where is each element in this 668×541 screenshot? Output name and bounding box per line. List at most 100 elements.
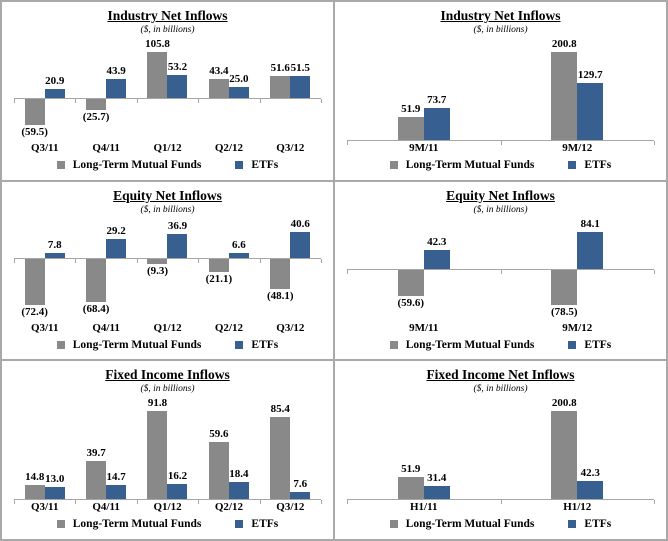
bar-group: 39.7 14.7 (75, 395, 136, 500)
axis-tick (198, 500, 200, 505)
etf-bar (577, 231, 604, 269)
category-label: Q2/12 (214, 501, 243, 514)
value-label: 13.0 (45, 472, 65, 485)
legend-swatch-mutual-funds (389, 340, 398, 349)
panel-industry-quarterly: Industry Net Inflows ($, in billions) (5… (2, 2, 333, 180)
legend-swatch-etfs (235, 340, 244, 349)
etf-bar (290, 492, 311, 500)
value-label: (68.4) (82, 303, 110, 316)
mutual-fund-bar (208, 258, 229, 272)
panel-fixed-income-ytd: Fixed Income Net Inflows ($, in billions… (335, 361, 666, 539)
value-label: (59.6) (397, 297, 425, 310)
legend-swatch-etfs (568, 520, 577, 529)
legend: Long-Term Mutual Funds ETFs (335, 517, 666, 531)
legend-label-etfs: ETFs (251, 159, 279, 171)
value-label: 31.4 (427, 471, 447, 484)
value-label: 18.4 (229, 467, 249, 480)
mutual-fund-bar (551, 411, 578, 500)
value-label: 51.5 (290, 61, 310, 74)
axis-tick (75, 258, 77, 263)
etf-bar (290, 75, 311, 99)
legend-label-etfs: ETFs (584, 338, 612, 351)
bar-group: (78.5) 84.1 (501, 216, 655, 320)
x-axis-line (347, 499, 654, 501)
legend-swatch-mutual-funds (56, 340, 65, 349)
axis-tick (14, 258, 15, 263)
chart-title: Industry Net Inflows (107, 8, 228, 23)
category-label: Q4/11 (92, 501, 120, 514)
legend-label-etfs: ETFs (251, 518, 279, 531)
bar-group: (59.6) 42.3 (347, 216, 501, 320)
legend: Long-Term Mutual Funds ETFs (335, 158, 666, 172)
value-label: 14.8 (25, 471, 45, 484)
chart-title: Fixed Income Inflows (105, 367, 230, 383)
bar-group: 14.8 13.0 (14, 395, 75, 500)
value-label: 53.2 (167, 60, 188, 73)
axis-tick (321, 99, 322, 104)
axis-tick (14, 99, 15, 104)
etf-bar (228, 87, 249, 99)
bar-group: 43.4 25.0 (198, 36, 259, 140)
bar-group: (21.1) 6.6 (198, 216, 259, 320)
chart-subtitle: ($, in billions) (473, 384, 528, 395)
mutual-fund-bar (551, 52, 578, 140)
category-label: Q1/12 (153, 142, 182, 154)
category-label: Q2/12 (214, 321, 243, 334)
bar-group: 200.8 42.3 (501, 395, 655, 500)
etf-bar (228, 481, 249, 500)
chart-subtitle: ($, in billions) (140, 384, 195, 395)
bar-group: 51.9 31.4 (347, 395, 501, 500)
mutual-fund-bar (270, 417, 291, 500)
category-label: 9M/12 (562, 321, 593, 334)
category-label: Q1/12 (153, 501, 182, 514)
plot-area: (72.4) 7.8 (68.4) 29.2 (9.3) 36.9 (21.1) 6.6 (48… (14, 216, 322, 320)
value-label: (9.3) (146, 265, 169, 278)
value-label: 29.2 (106, 224, 126, 237)
category-label: Q1/12 (153, 321, 182, 334)
mutual-fund-bar (24, 485, 45, 500)
value-label: 43.9 (106, 64, 126, 77)
category-label: Q4/11 (92, 321, 120, 334)
plot-area: 51.9 31.4 200.8 42.3 (347, 395, 655, 505)
panel-equity-ytd: Equity Net Inflows ($, in billions) (59.… (335, 181, 666, 360)
x-axis-line (14, 499, 321, 501)
axis-tick (259, 258, 261, 263)
category-axis: Q3/11 Q4/11 Q1/12 Q2/12 Q3/12 (14, 142, 321, 154)
category-label: Q3/12 (276, 501, 305, 514)
bar-group: 59.6 18.4 (198, 395, 259, 500)
value-label: 129.7 (577, 69, 603, 82)
etf-bar (106, 485, 127, 500)
value-label: (78.5) (550, 305, 578, 318)
bar-group: 85.4 7.6 (260, 395, 321, 500)
value-label: 25.0 (229, 73, 249, 86)
category-label: H1/12 (563, 501, 592, 514)
x-axis-line (347, 268, 654, 270)
axis-tick (198, 258, 200, 263)
mutual-fund-bar (270, 258, 291, 290)
etf-bar (106, 238, 127, 258)
value-label: 39.7 (86, 447, 106, 460)
value-label: 84.1 (580, 217, 600, 230)
x-axis-line (347, 140, 654, 141)
axis-tick (347, 141, 348, 145)
legend-label-mutual-funds: Long-Term Mutual Funds (72, 338, 202, 351)
legend-label-mutual-funds: Long-Term Mutual Funds (405, 338, 535, 351)
mutual-fund-bar (86, 258, 107, 303)
mutual-fund-bar (147, 52, 168, 99)
category-label: Q3/11 (30, 142, 59, 154)
etf-bar (423, 250, 450, 269)
axis-tick (259, 500, 261, 505)
mutual-fund-bar (270, 75, 291, 99)
etf-bar (167, 74, 188, 99)
axis-tick (654, 500, 655, 505)
bar-group: (68.4) 29.2 (75, 216, 136, 320)
axis-tick (347, 269, 348, 274)
bar-group: 91.8 16.2 (137, 395, 198, 500)
x-axis-line (14, 98, 321, 100)
axis-tick (500, 500, 502, 505)
bar-group: (25.7) 43.9 (75, 36, 136, 140)
value-label: 14.7 (106, 471, 126, 484)
legend-label-mutual-funds: Long-Term Mutual Funds (405, 159, 535, 171)
legend-swatch-mutual-funds (389, 520, 398, 529)
axis-tick (347, 500, 348, 505)
